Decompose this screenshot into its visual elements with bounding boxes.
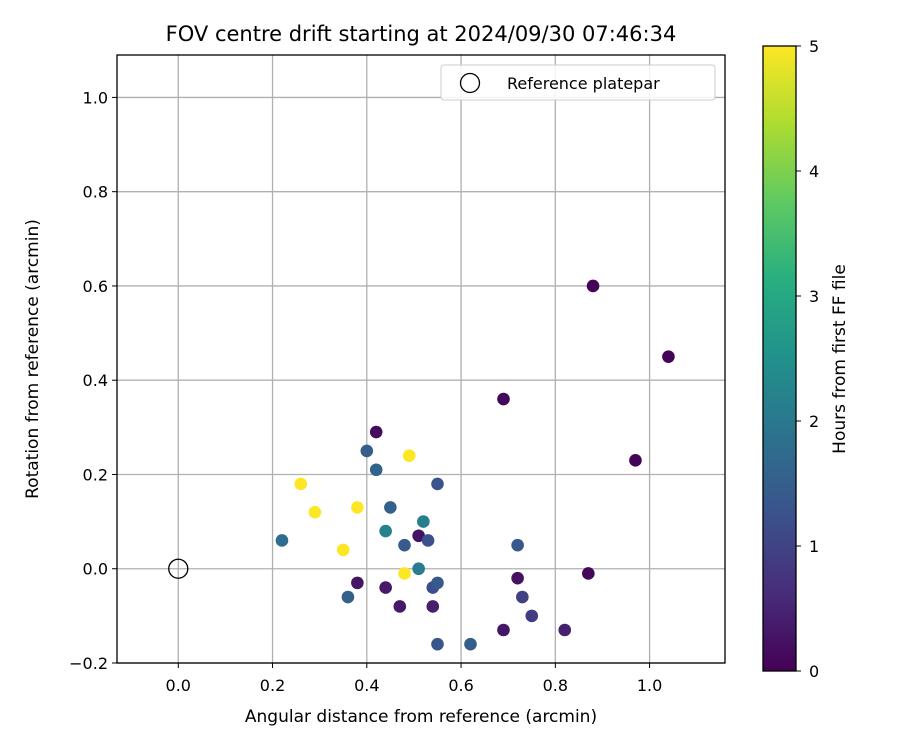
scatter-point [379,524,392,538]
colorbar-label: Hours from first FF file [830,264,850,454]
scatter-point [431,477,444,491]
reference-platepar-marker [168,558,189,579]
scatter-point [393,600,407,613]
colorbar-tick-label: 4 [809,162,819,181]
scatter-point [586,279,600,293]
scatter-point [360,444,374,458]
y-axis-ticks: −0.2 0.0 0.2 0.4 0.6 0.8 1.0 [69,88,117,673]
colorbar-tick-label: 5 [809,37,819,56]
scatter-point [294,477,308,491]
x-axis-label: Angular distance from reference (arcmin) [245,707,597,727]
x-tick-label: 0.2 [260,676,285,695]
scatter-point [398,567,411,580]
scatter-point [308,505,322,519]
colorbar: 0 1 2 3 4 5 Hours from first FF file [762,37,850,681]
scatter-point [417,515,430,528]
scatter-point [412,562,425,576]
colorbar-gradient [762,45,797,672]
scatter-point [582,567,595,580]
y-tick-label: 0.2 [83,465,108,484]
colorbar-tick-label: 1 [809,537,819,556]
x-tick-label: 0.0 [166,676,191,695]
scatter-point [511,538,524,552]
scatter-point [431,637,444,651]
scatter-point [497,623,510,637]
y-tick-label: 1.0 [83,88,108,107]
colorbar-tick-label: 2 [809,412,819,431]
scatter-point [464,637,477,651]
scatter-point [369,463,383,477]
y-tick-label: 0.6 [83,277,108,296]
y-tick-label: −0.2 [69,654,108,673]
y-tick-label: 0.8 [83,183,108,202]
x-tick-label: 1.0 [637,676,662,695]
scatter-point [275,534,289,547]
legend-marker-circle [459,72,481,94]
y-tick-label: 0.0 [83,560,108,579]
y-axis-label: Rotation from reference (arcmin) [23,219,43,499]
legend: Reference platepar [440,64,716,101]
scatter-point [497,392,510,406]
scatter-point [402,449,416,462]
scatter-point [558,623,572,637]
scatter-point [398,538,411,552]
scatter-point [662,350,675,363]
y-tick-label: 0.4 [83,371,108,390]
scatter-point [379,581,392,594]
scatter-point [629,454,642,467]
plot-frame [116,54,726,664]
scatter-point [341,590,355,604]
scatter-point [426,600,440,613]
x-tick-label: 0.4 [354,676,379,695]
x-tick-label: 0.8 [543,676,568,695]
colorbar-tick-label: 3 [809,287,819,306]
scatter-point [351,576,364,590]
colorbar-tick-label: 0 [809,662,819,681]
x-axis-ticks: 0.0 0.2 0.4 0.6 0.8 1.0 [166,663,662,695]
scatter-point [412,529,425,543]
scatter-point [525,609,539,623]
legend-box [440,64,716,101]
scatter-point [369,425,383,439]
scatter-point [421,534,435,547]
scatter-point [336,543,350,557]
scatter-point [351,501,364,514]
reference-marker [168,558,189,579]
scatter-points [275,279,675,651]
chart-title: FOV centre drift starting at 2024/09/30 … [166,22,677,46]
scatter-point [511,571,524,585]
x-tick-label: 0.6 [448,676,473,695]
scatter-point [431,576,444,590]
legend-label: Reference platepar [507,74,660,93]
scatter-point [516,590,529,604]
colorbar-ticks: 0 1 2 3 4 5 [796,37,819,681]
scatter-point [384,501,397,514]
